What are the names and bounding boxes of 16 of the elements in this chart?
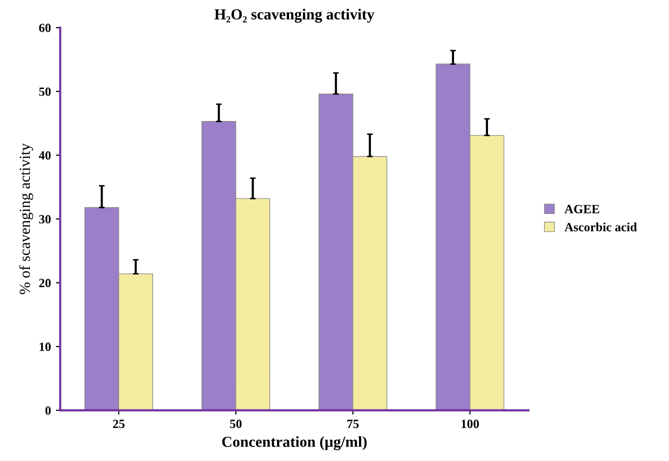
y-tick-label: 20 (39, 278, 51, 288)
y-axis-title: % of scavenging activity (19, 143, 34, 294)
y-tick-label: 10 (40, 342, 51, 351)
y-tick-label: 30 (39, 215, 51, 224)
y-tick-label: 50 (39, 87, 51, 96)
chart-title: H₂O₂ scavenging activity (214, 8, 374, 23)
y-tick-label: 40 (38, 151, 51, 160)
x-tick-label: 100 (462, 420, 479, 428)
x-tick-label: 50 (230, 420, 242, 428)
x-axis-title: Concentration (µg/ml) (222, 436, 367, 450)
y-tick-label: 0 (45, 406, 51, 415)
legend-label: AGEE (564, 204, 600, 214)
x-tick-label: 75 (347, 420, 359, 428)
x-tick-label: 25 (113, 420, 125, 428)
y-tick-label: 60 (39, 24, 51, 32)
legend-label: Ascorbic acid (564, 222, 637, 232)
